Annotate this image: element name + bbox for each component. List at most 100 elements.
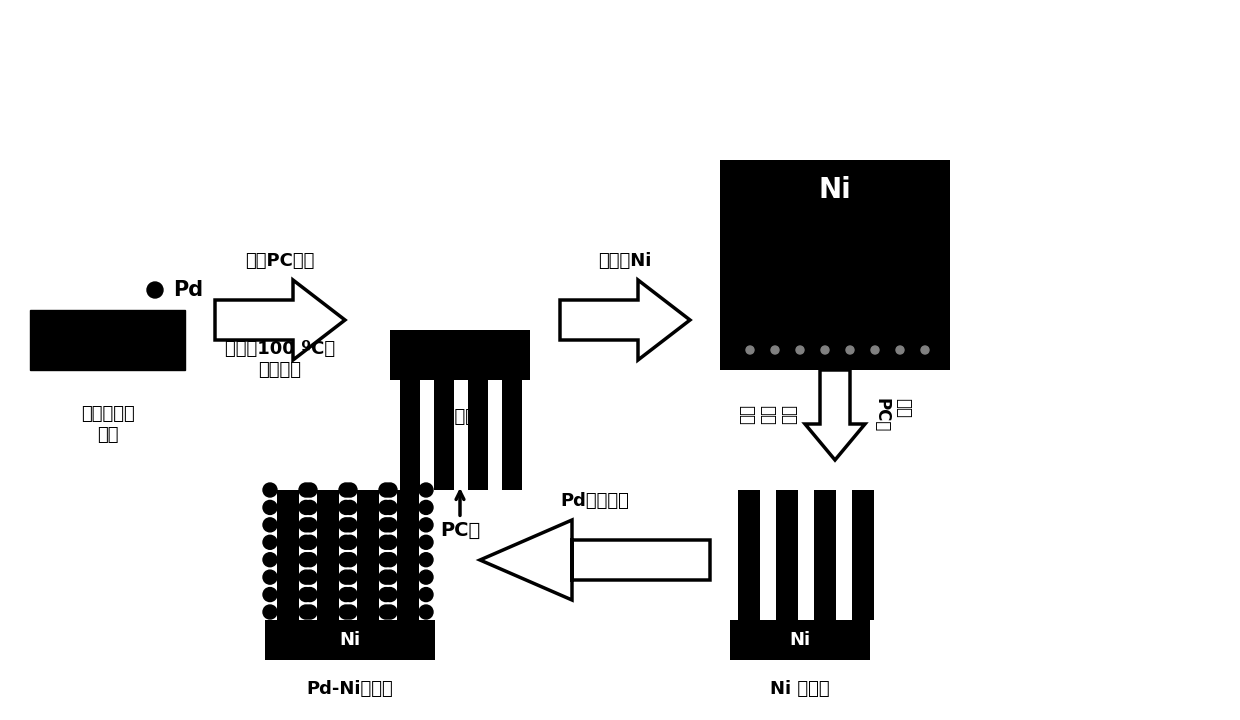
Circle shape: [263, 570, 277, 584]
Text: 加热至100 ºC使
合金熔化: 加热至100 ºC使 合金熔化: [224, 340, 335, 379]
Circle shape: [343, 500, 357, 514]
Bar: [730, 620, 870, 660]
Bar: [317, 490, 339, 620]
Circle shape: [383, 605, 397, 619]
Circle shape: [379, 605, 393, 619]
Circle shape: [263, 500, 277, 514]
Circle shape: [796, 346, 804, 354]
Circle shape: [419, 483, 433, 497]
Bar: [467, 380, 489, 490]
Circle shape: [383, 570, 397, 584]
Bar: [434, 380, 454, 490]
Circle shape: [339, 518, 353, 532]
Circle shape: [379, 588, 393, 602]
Bar: [502, 380, 522, 490]
Circle shape: [339, 483, 353, 497]
Bar: [30, 310, 185, 370]
Text: 低熔点合金: 低熔点合金: [433, 408, 487, 426]
Circle shape: [746, 346, 754, 354]
Text: Pd原位生长: Pd原位生长: [560, 492, 630, 510]
Circle shape: [303, 535, 317, 549]
Polygon shape: [480, 520, 711, 600]
Text: Ni: Ni: [818, 176, 852, 204]
Bar: [397, 490, 419, 620]
Circle shape: [419, 553, 433, 567]
Circle shape: [343, 483, 357, 497]
Circle shape: [343, 518, 357, 532]
Circle shape: [419, 588, 433, 602]
Circle shape: [303, 500, 317, 514]
Circle shape: [303, 588, 317, 602]
Circle shape: [343, 535, 357, 549]
Circle shape: [383, 483, 397, 497]
Circle shape: [383, 518, 397, 532]
Circle shape: [263, 588, 277, 602]
Text: Ni 纳米线: Ni 纳米线: [770, 680, 830, 698]
Circle shape: [303, 553, 317, 567]
Circle shape: [419, 500, 433, 514]
Circle shape: [339, 570, 353, 584]
Circle shape: [303, 518, 317, 532]
Circle shape: [263, 535, 277, 549]
Circle shape: [299, 605, 312, 619]
Circle shape: [339, 588, 353, 602]
Polygon shape: [805, 370, 866, 460]
Text: Pd-Ni纳米线: Pd-Ni纳米线: [306, 680, 393, 698]
Circle shape: [379, 500, 393, 514]
Circle shape: [771, 346, 779, 354]
Circle shape: [299, 570, 312, 584]
Text: 电沉积Ni: 电沉积Ni: [599, 252, 652, 270]
Circle shape: [379, 518, 393, 532]
Circle shape: [419, 605, 433, 619]
Circle shape: [299, 483, 312, 497]
Circle shape: [383, 535, 397, 549]
Circle shape: [921, 346, 929, 354]
Polygon shape: [560, 280, 689, 360]
Bar: [813, 490, 836, 620]
Bar: [738, 490, 760, 620]
Circle shape: [870, 346, 879, 354]
Text: PC膜: PC膜: [440, 492, 480, 540]
Circle shape: [419, 518, 433, 532]
Circle shape: [419, 535, 433, 549]
Bar: [720, 160, 950, 370]
Text: 铋基低熔点
合金: 铋基低熔点 合金: [81, 405, 134, 444]
Text: 去除
PC膜: 去除 PC膜: [873, 398, 911, 432]
Circle shape: [343, 570, 357, 584]
Circle shape: [303, 570, 317, 584]
Circle shape: [846, 346, 854, 354]
Circle shape: [299, 518, 312, 532]
Circle shape: [263, 483, 277, 497]
Circle shape: [299, 588, 312, 602]
Circle shape: [343, 553, 357, 567]
Text: Ni: Ni: [790, 631, 811, 649]
Polygon shape: [215, 280, 345, 360]
Circle shape: [303, 605, 317, 619]
Circle shape: [343, 588, 357, 602]
Circle shape: [383, 500, 397, 514]
Bar: [852, 490, 874, 620]
Text: 覆盖PC模板: 覆盖PC模板: [246, 252, 315, 270]
Circle shape: [383, 588, 397, 602]
Circle shape: [897, 346, 904, 354]
Circle shape: [339, 535, 353, 549]
Text: Pd: Pd: [174, 280, 203, 300]
Circle shape: [821, 346, 830, 354]
Circle shape: [299, 500, 312, 514]
Bar: [357, 490, 379, 620]
Bar: [401, 380, 420, 490]
Text: 倒出
熔融
合金: 倒出 熔融 合金: [738, 405, 797, 425]
Circle shape: [148, 282, 162, 298]
Text: Ni: Ni: [340, 631, 361, 649]
Circle shape: [299, 535, 312, 549]
Bar: [265, 620, 435, 660]
Circle shape: [299, 553, 312, 567]
Circle shape: [263, 518, 277, 532]
Circle shape: [379, 483, 393, 497]
Bar: [391, 330, 529, 380]
Circle shape: [303, 483, 317, 497]
Circle shape: [343, 605, 357, 619]
Circle shape: [379, 553, 393, 567]
Bar: [776, 490, 799, 620]
Circle shape: [339, 500, 353, 514]
